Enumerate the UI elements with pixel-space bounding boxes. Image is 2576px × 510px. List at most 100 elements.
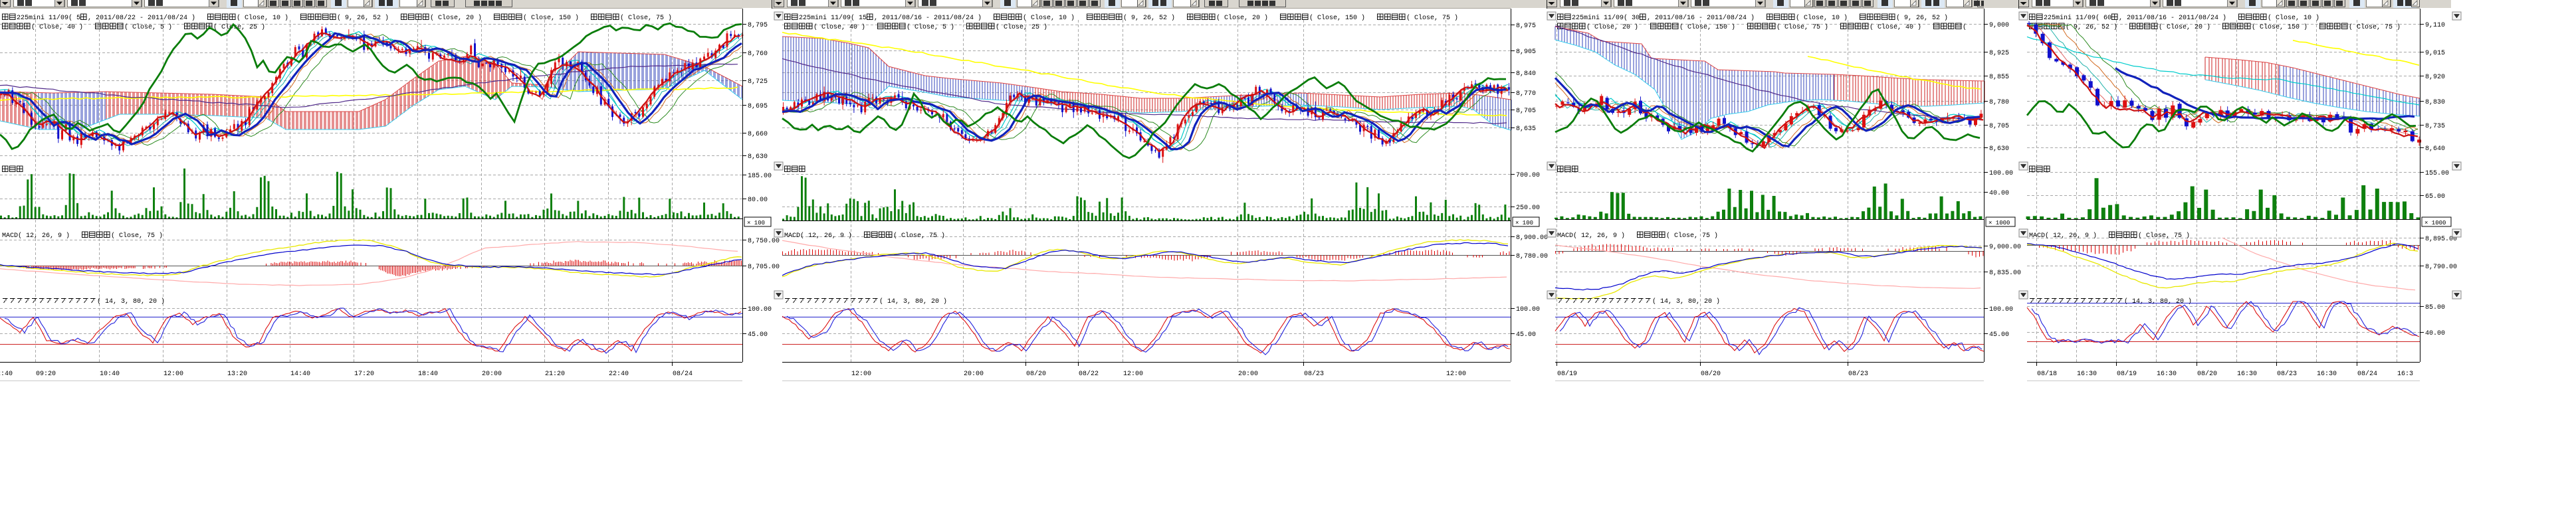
svg-text:MACD( 12, 26, 9 ): MACD( 12, 26, 9 ) <box>2 232 70 240</box>
svg-text:08/18: 08/18 <box>2037 370 2057 378</box>
svg-text:( Close, 10 ): ( Close, 10 ) <box>237 14 288 22</box>
svg-text:MACD( 12, 26, 9 ): MACD( 12, 26, 9 ) <box>784 232 852 240</box>
svg-text:( Close, 75 ): ( Close, 75 ) <box>2349 23 2401 31</box>
svg-text:17:20: 17:20 <box>354 371 374 378</box>
svg-text:9,110: 9,110 <box>2425 22 2445 29</box>
svg-text:12:00: 12:00 <box>163 371 183 378</box>
svg-text:( Close, 150 ): ( Close, 150 ) <box>2252 23 2308 31</box>
svg-text:225mini 11/09( 60: 225mini 11/09( 60 <box>2044 14 2111 22</box>
svg-text:08/24: 08/24 <box>2357 370 2377 378</box>
svg-text:( Close, 150 ): ( Close, 150 ) <box>1679 23 1735 31</box>
svg-text:21:20: 21:20 <box>545 371 565 378</box>
svg-text:, 2011/08/16 - 2011/08/24 ): , 2011/08/16 - 2011/08/24 ) <box>1647 14 1755 22</box>
svg-text:20:00: 20:00 <box>964 371 984 378</box>
svg-text:8,840: 8,840 <box>1516 70 1536 78</box>
svg-text:18:40: 18:40 <box>418 371 438 378</box>
svg-text:8,705: 8,705 <box>1989 123 2009 130</box>
svg-text:100.00: 100.00 <box>1989 170 2013 177</box>
svg-text:8,830: 8,830 <box>2425 99 2445 106</box>
svg-text:9,000.00: 9,000.00 <box>1989 244 2021 251</box>
svg-text:8,925: 8,925 <box>1989 50 2009 57</box>
svg-text:( Close, 40 ): ( Close, 40 ) <box>813 23 865 31</box>
svg-text:( Close, 40 ): ( Close, 40 ) <box>31 23 83 31</box>
svg-text:( Close, 20 ): ( Close, 20 ) <box>430 14 482 22</box>
svg-text:( Close, 5 ): ( Close, 5 ) <box>907 23 954 31</box>
svg-text:8,630: 8,630 <box>748 153 768 161</box>
svg-text:02:40: 02:40 <box>0 371 13 378</box>
svg-text:100.00: 100.00 <box>1516 306 1540 313</box>
svg-text:, 2011/08/16 - 2011/08/24 ): , 2011/08/16 - 2011/08/24 ) <box>2119 14 2226 22</box>
svg-text:( Close, 25 ): ( Close, 25 ) <box>996 23 1047 31</box>
svg-text:100.00: 100.00 <box>748 306 772 313</box>
svg-text:08/19: 08/19 <box>2117 370 2137 378</box>
svg-text:8,635: 8,635 <box>1516 126 1536 133</box>
svg-text:8,735: 8,735 <box>2425 123 2445 130</box>
svg-text:8,630: 8,630 <box>1989 145 2009 153</box>
svg-text:8,695: 8,695 <box>748 103 768 110</box>
svg-text:9,015: 9,015 <box>2425 50 2445 57</box>
svg-text:12:00: 12:00 <box>1446 371 1466 378</box>
svg-text:( 9, 26, 52 ): ( 9, 26, 52 ) <box>337 14 389 22</box>
svg-text:8,790.00: 8,790.00 <box>2425 264 2457 271</box>
svg-text:( Close, 75 ): ( Close, 75 ) <box>620 14 672 22</box>
svg-text:14:40: 14:40 <box>290 371 310 378</box>
svg-text:8,780: 8,780 <box>1989 99 2009 106</box>
svg-text:12:00: 12:00 <box>851 371 871 378</box>
svg-text:225mini 11/09( 30: 225mini 11/09( 30 <box>1572 14 1640 22</box>
svg-text:( Close, 150 ): ( Close, 150 ) <box>1309 14 1365 22</box>
svg-text:8,705.00: 8,705.00 <box>748 264 780 271</box>
svg-text:08/20: 08/20 <box>1701 370 1721 378</box>
svg-text:12:00: 12:00 <box>1123 371 1143 378</box>
svg-text:( Close, 25 ): ( Close, 25 ) <box>213 23 265 31</box>
svg-text:( Close, 75 ): ( Close, 75 ) <box>1776 23 1828 31</box>
svg-text:(: ( <box>1963 23 1967 31</box>
svg-text:08/24: 08/24 <box>673 370 693 378</box>
svg-text:45.00: 45.00 <box>1989 331 2009 339</box>
svg-text:250.00: 250.00 <box>1516 205 1540 212</box>
svg-text:MACD( 12, 26, 9 ): MACD( 12, 26, 9 ) <box>1557 232 1625 240</box>
svg-text:9,000: 9,000 <box>1989 22 2009 29</box>
svg-text:16:30: 16:30 <box>2157 371 2177 378</box>
svg-text:10:40: 10:40 <box>100 371 120 378</box>
svg-text:( Close, 40 ): ( Close, 40 ) <box>1870 23 1921 31</box>
svg-text:8,795: 8,795 <box>748 22 768 29</box>
svg-text:20:00: 20:00 <box>1238 371 1258 378</box>
svg-text:( Close, 20 ): ( Close, 20 ) <box>1586 23 1638 31</box>
svg-text:( Close, 10 ): ( Close, 10 ) <box>2268 14 2319 22</box>
svg-text:100.00: 100.00 <box>1989 306 2013 313</box>
svg-text:13:20: 13:20 <box>227 371 247 378</box>
svg-text:MACD( 12, 26, 9 ): MACD( 12, 26, 9 ) <box>2029 232 2097 240</box>
svg-text:( Close, 5 ): ( Close, 5 ) <box>124 23 172 31</box>
svg-text:, 2011/08/16 - 2011/08/24 ): , 2011/08/16 - 2011/08/24 ) <box>874 14 982 22</box>
svg-text:( 14, 3, 80, 20 ): ( 14, 3, 80, 20 ) <box>97 298 165 305</box>
svg-text:45.00: 45.00 <box>748 331 768 339</box>
svg-text:8,760: 8,760 <box>748 50 768 58</box>
svg-text:( 14, 3, 80, 20 ): ( 14, 3, 80, 20 ) <box>1652 298 1720 305</box>
svg-text:( Close, 75 ): ( Close, 75 ) <box>2138 232 2190 240</box>
svg-text:8,905: 8,905 <box>1516 48 1536 56</box>
svg-text:08/23: 08/23 <box>1848 370 1868 378</box>
svg-text:08/20: 08/20 <box>2197 370 2217 378</box>
svg-text:225mini 11/09( 15: 225mini 11/09( 15 <box>799 14 867 22</box>
svg-text:8,835.00: 8,835.00 <box>1989 270 2021 277</box>
svg-text:( 9, 26, 52 ): ( 9, 26, 52 ) <box>1896 14 1948 22</box>
svg-text:08/19: 08/19 <box>1557 370 1577 378</box>
svg-text:8,855: 8,855 <box>1989 74 2009 81</box>
svg-text:40.00: 40.00 <box>1989 190 2009 197</box>
svg-text:( Close, 75 ): ( Close, 75 ) <box>1406 14 1458 22</box>
svg-text:85.00: 85.00 <box>2425 304 2445 311</box>
svg-text:( Close, 75 ): ( Close, 75 ) <box>1666 232 1718 240</box>
svg-text:( Close, 10 ): ( Close, 10 ) <box>1023 14 1075 22</box>
svg-text:× 100: × 100 <box>747 220 765 226</box>
svg-text:45.00: 45.00 <box>1516 331 1536 339</box>
svg-text:08/20: 08/20 <box>1026 370 1046 378</box>
svg-text:( 14, 3, 80, 20 ): ( 14, 3, 80, 20 ) <box>2124 298 2192 305</box>
svg-text:8,900.00: 8,900.00 <box>1516 234 1548 242</box>
svg-text:09:20: 09:20 <box>36 371 56 378</box>
svg-text:8,920: 8,920 <box>2425 74 2445 81</box>
svg-text:( Close, 75 ): ( Close, 75 ) <box>111 232 163 240</box>
svg-text:8,780.00: 8,780.00 <box>1516 253 1548 260</box>
svg-text:8,640: 8,640 <box>2425 145 2445 153</box>
svg-text:700.00: 700.00 <box>1516 172 1540 179</box>
svg-text:08/23: 08/23 <box>1304 370 1324 378</box>
